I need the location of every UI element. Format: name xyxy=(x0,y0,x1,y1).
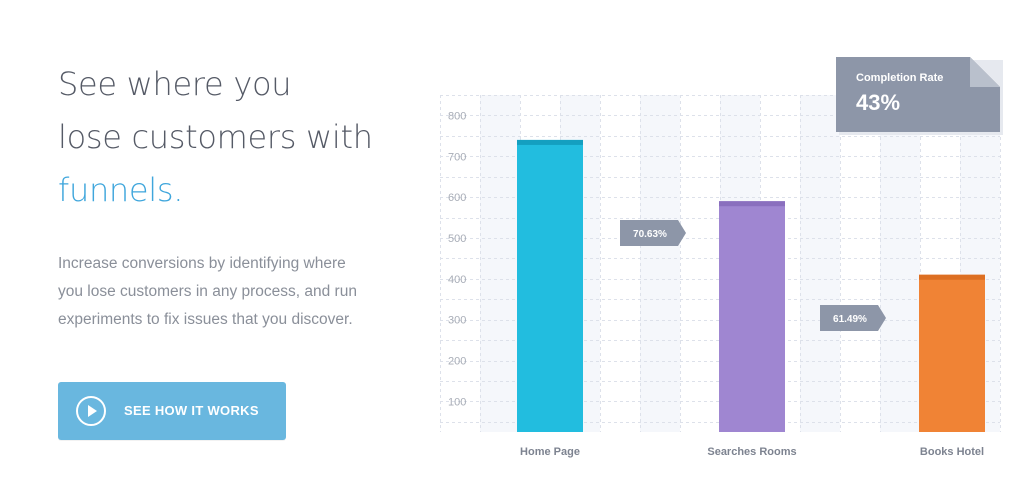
bar xyxy=(719,201,785,432)
hero-headline: See where you lose customers with funnel… xyxy=(58,58,418,217)
completion-card xyxy=(836,57,1000,132)
headline-accent: funnels. xyxy=(58,171,184,209)
completion-rate-label: Completion Rate xyxy=(856,72,943,84)
see-how-it-works-label: SEE HOW IT WORKS xyxy=(124,403,259,418)
conversion-badge xyxy=(820,305,886,331)
y-tick-label: 500 xyxy=(448,233,466,245)
headline-line-1: See where you xyxy=(58,65,292,103)
y-tick-label: 200 xyxy=(448,356,466,368)
y-tick-label: 400 xyxy=(448,274,466,286)
description-line-3: experiments to fix issues that you disco… xyxy=(58,311,353,328)
category-label: Home Page xyxy=(520,446,580,458)
completion-rate-value: 43% xyxy=(856,90,900,115)
grid-cell xyxy=(800,95,840,432)
conversion-rate-label: 61.49% xyxy=(833,314,867,325)
completion-card-fold xyxy=(970,57,1000,87)
hero-description: Increase conversions by identifying wher… xyxy=(58,250,378,334)
bar-cap xyxy=(719,201,785,207)
y-tick-label: 300 xyxy=(448,315,466,327)
headline-line-2: lose customers with xyxy=(58,118,373,156)
grid-cell xyxy=(480,95,520,432)
grid-cell xyxy=(640,95,680,432)
see-how-it-works-button[interactable]: SEE HOW IT WORKS xyxy=(58,382,286,440)
bar-cap xyxy=(517,139,583,145)
category-label: Searches Rooms xyxy=(707,446,796,458)
bar xyxy=(517,139,583,432)
bar xyxy=(919,274,985,432)
description-line-2: you lose customers in any process, and r… xyxy=(58,283,357,300)
y-tick-label: 700 xyxy=(448,151,466,163)
conversion-rate-label: 70.63% xyxy=(633,229,667,240)
y-tick-label: 100 xyxy=(448,396,466,408)
grid-cell xyxy=(880,95,920,432)
y-tick-label: 600 xyxy=(448,192,466,204)
bar-cap xyxy=(919,274,985,280)
y-tick-label: 800 xyxy=(448,110,466,122)
category-label: Books Hotel xyxy=(920,446,984,458)
conversion-badge xyxy=(620,220,686,246)
description-line-1: Increase conversions by identifying wher… xyxy=(58,255,346,272)
play-circle-icon xyxy=(76,396,106,426)
